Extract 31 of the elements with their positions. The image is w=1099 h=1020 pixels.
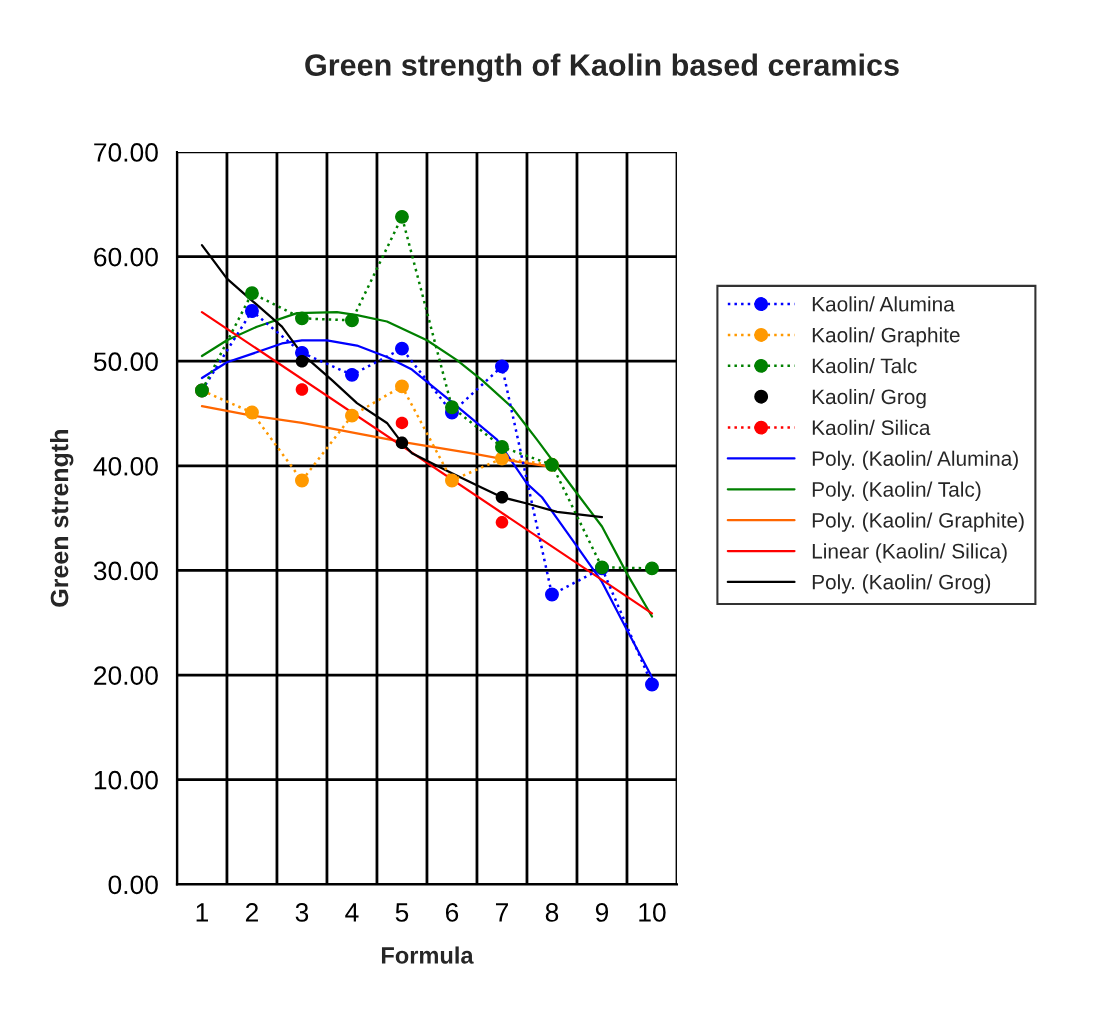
- x-tick-label: 4: [345, 903, 359, 922]
- legend-label: Linear (Kaolin/ Silica): [812, 543, 1007, 563]
- x-tick-label: 9: [595, 903, 609, 922]
- legend-label: Poly. (Kaolin/ Talc): [812, 481, 981, 501]
- y-axis-title: Green strength: [49, 430, 74, 607]
- y-tick-label: 60.00: [94, 247, 158, 267]
- legend-label: Poly. (Kaolin/ Graphite): [812, 512, 1024, 532]
- x-tick-label: 8: [545, 903, 559, 922]
- x-tick-label: 6: [445, 903, 459, 922]
- x-tick-label: 5: [395, 903, 409, 922]
- x-axis-title: Formula: [381, 946, 474, 964]
- x-tick-label: 3: [295, 903, 309, 922]
- y-tick-label: 0.00: [108, 875, 158, 895]
- x-tick-label: 2: [245, 903, 258, 922]
- legend-label: Kaolin/ Silica: [812, 419, 931, 436]
- x-tick-label: 7: [495, 903, 508, 922]
- y-tick-label: 30.00: [93, 561, 158, 581]
- legend-label: Kaolin/ Grog: [812, 388, 926, 409]
- y-tick-label: 50.00: [93, 352, 158, 372]
- legend-label: Kaolin/ Graphite: [812, 327, 960, 347]
- legend-label: Kaolin/ Talc: [812, 358, 917, 374]
- y-tick-label: 40.00: [93, 456, 158, 476]
- y-tick-label: 70.00: [94, 143, 158, 162]
- y-tick-label: 10.00: [94, 770, 158, 790]
- legend-label: Kaolin/ Alumina: [812, 296, 955, 312]
- chart-title: Green strength of Kaolin based ceramics: [305, 53, 899, 83]
- y-tick-label: 20.00: [94, 666, 158, 685]
- x-tick-label: 10: [639, 903, 666, 922]
- x-tick-label: 1: [196, 903, 208, 922]
- legend-label: Poly. (Kaolin/ Grog): [812, 574, 991, 594]
- legend-label: Poly. (Kaolin/ Alumina): [812, 450, 1018, 471]
